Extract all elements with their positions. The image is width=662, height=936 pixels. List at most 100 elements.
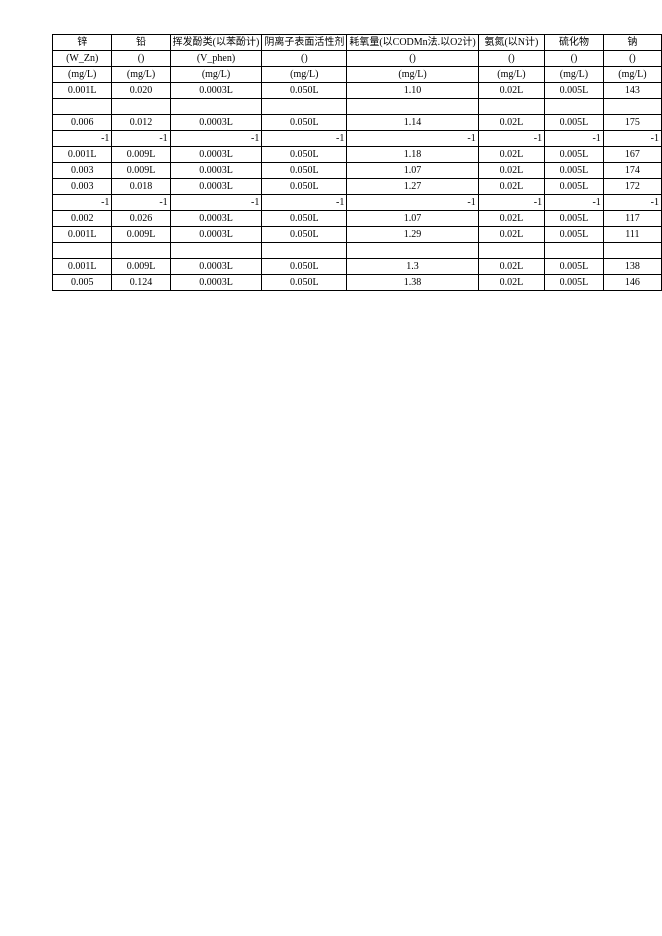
table-row-cell: -1 [347,195,478,211]
table-row-cell [262,99,347,115]
table-row-cell: -1 [603,131,661,147]
table-row-cell: 0.050L [262,227,347,243]
table-row-cell: -1 [53,131,112,147]
table-row-cell: 0.0003L [170,83,262,99]
table-row-cell: 1.14 [347,115,478,131]
table-row-cell: 0.009L [112,163,170,179]
table-row: 0.001L0.009L0.0003L0.050L1.180.02L0.005L… [53,147,662,163]
table-row-cell [603,243,661,259]
table-row-cell: 0.124 [112,275,170,291]
table-row-cell: 0.02L [478,163,544,179]
table-row-cell [545,243,604,259]
table-row-cell: 174 [603,163,661,179]
table-subheader-row-cell: (V_phen) [170,51,262,67]
table-row-cell: -1 [53,195,112,211]
table-subheader-row-cell: () [347,51,478,67]
table-subheader-row-cell: () [112,51,170,67]
table-subheader-row-cell: () [262,51,347,67]
table-header-row-cell: 锌 [53,35,112,51]
table-subheader-row-cell: () [603,51,661,67]
table-row-cell: 1.18 [347,147,478,163]
table-header-row-cell: 耗氧量(以CODMn法.以O2计) [347,35,478,51]
table-row-cell: 0.009L [112,259,170,275]
page: 锌铅挥发酚类(以苯酚计)阴离子表面活性剂耗氧量(以CODMn法.以O2计)氨氮(… [0,0,662,291]
table-row-cell [170,243,262,259]
table-row-cell: 0.001L [53,147,112,163]
table-unit-row-cell: (mg/L) [53,67,112,83]
table-row-cell: 1.38 [347,275,478,291]
table-subheader-row-cell: () [478,51,544,67]
table-row-cell: 0.005L [545,275,604,291]
table-row-cell: 0.005L [545,115,604,131]
table-row-cell [347,243,478,259]
table-row-cell: 1.3 [347,259,478,275]
table-subheader-row-cell: () [545,51,604,67]
table-row-cell: 0.0003L [170,211,262,227]
table-unit-row-cell: (mg/L) [347,67,478,83]
table-row-cell [112,243,170,259]
table-row-cell: 0.050L [262,83,347,99]
table-row-cell: -1 [262,195,347,211]
table-row-cell: 0.012 [112,115,170,131]
table-row-cell: 0.0003L [170,115,262,131]
table-row-cell: 0.020 [112,83,170,99]
table-row-cell: 172 [603,179,661,195]
table-row: -1-1-1-1-1-1-1-1 [53,195,662,211]
table-row-cell: 0.050L [262,211,347,227]
table-row-cell: 0.005 [53,275,112,291]
table-row-cell: 0.0003L [170,147,262,163]
table-row-cell [347,99,478,115]
table-row-cell: 138 [603,259,661,275]
table-row-cell: 0.02L [478,147,544,163]
table-header-row: 锌铅挥发酚类(以苯酚计)阴离子表面活性剂耗氧量(以CODMn法.以O2计)氨氮(… [53,35,662,51]
table-row-cell: 0.0003L [170,227,262,243]
table-row-cell [478,243,544,259]
table-row-cell: 0.001L [53,227,112,243]
table-row-cell [170,99,262,115]
table-header-row-cell: 钠 [603,35,661,51]
table-row-cell: 0.02L [478,115,544,131]
table-row-cell: 167 [603,147,661,163]
table-row-cell: 0.02L [478,179,544,195]
table-row: 0.001L0.009L0.0003L0.050L1.30.02L0.005L1… [53,259,662,275]
table-row-cell: 0.02L [478,259,544,275]
table-row-cell: 0.050L [262,179,347,195]
table-unit-row-cell: (mg/L) [170,67,262,83]
table-row-cell: -1 [545,131,604,147]
table-row-cell: 0.003 [53,179,112,195]
table-row: 0.001L0.009L0.0003L0.050L1.290.02L0.005L… [53,227,662,243]
table-row-cell: -1 [478,131,544,147]
table-row-cell: 0.005L [545,83,604,99]
table-row-cell [262,243,347,259]
table-row-cell: 0.050L [262,147,347,163]
table-unit-row-cell: (mg/L) [478,67,544,83]
table-row-cell: 1.27 [347,179,478,195]
table-row-cell: 111 [603,227,661,243]
table-row-cell [53,243,112,259]
table-row-cell: 143 [603,83,661,99]
table-row-cell: 1.10 [347,83,478,99]
table-row-cell: 0.02L [478,275,544,291]
table-row-cell: 1.07 [347,163,478,179]
table-row-cell: 146 [603,275,661,291]
table-row-cell [603,99,661,115]
table-unit-row-cell: (mg/L) [545,67,604,83]
table-row-cell: 0.009L [112,227,170,243]
table-row-cell: 0.005L [545,179,604,195]
table-row-cell: -1 [112,131,170,147]
table-unit-row-cell: (mg/L) [262,67,347,83]
table-row-cell: 0.002 [53,211,112,227]
table-row-cell: -1 [545,195,604,211]
table-header-row-cell: 阴离子表面活性剂 [262,35,347,51]
table-row-cell: -1 [603,195,661,211]
table-row-cell: 0.050L [262,163,347,179]
table-unit-row-cell: (mg/L) [603,67,661,83]
table-row-cell: 0.001L [53,259,112,275]
table-row-cell [478,99,544,115]
table-row-cell: 0.050L [262,275,347,291]
table-row-cell: 0.001L [53,83,112,99]
table-row: 0.0030.0180.0003L0.050L1.270.02L0.005L17… [53,179,662,195]
table-unit-row-cell: (mg/L) [112,67,170,83]
table-header-row-cell: 铅 [112,35,170,51]
table-row-cell: 0.005L [545,227,604,243]
